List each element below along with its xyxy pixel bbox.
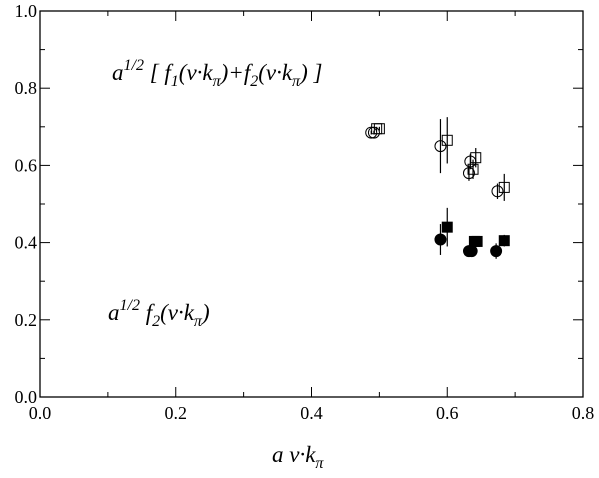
- marker: [491, 185, 504, 198]
- y-tick-label: 0.8: [15, 78, 38, 98]
- annotation: a1/2 [ f1(v·kπ)+f2(v·kπ) ]: [112, 57, 322, 90]
- marker: [434, 233, 447, 246]
- marker: [441, 221, 453, 233]
- marker: [470, 152, 482, 164]
- text-part: ): [200, 300, 210, 325]
- text-part: 2: [250, 73, 258, 90]
- text-part: π: [315, 455, 324, 472]
- marker: [462, 167, 475, 180]
- text-part: a v·k: [272, 442, 316, 467]
- y-tick-label: 0.6: [15, 155, 38, 175]
- x-axis-label: a v·kπ: [272, 442, 324, 472]
- text-part: )+f: [219, 60, 254, 85]
- text-part: (v·k: [179, 60, 214, 85]
- text-part: 1: [171, 73, 179, 90]
- x-tick-label: 0.2: [165, 403, 188, 423]
- text-part: 1/2: [120, 297, 140, 314]
- text-part: 1/2: [124, 57, 144, 74]
- text-part: ) ]: [298, 60, 322, 85]
- y-tick-label: 1.0: [15, 1, 38, 21]
- marker: [467, 163, 479, 175]
- text-part: [ f: [144, 60, 174, 85]
- marker: [471, 235, 483, 247]
- marker: [490, 245, 503, 258]
- x-tick-label: 0.8: [572, 403, 595, 423]
- text-part: a: [112, 60, 124, 85]
- x-tick-label: 0.0: [29, 403, 52, 423]
- text-part: (v·k: [258, 60, 293, 85]
- marker: [465, 245, 478, 258]
- text-part: 2: [152, 313, 160, 330]
- y-tick-label: 0.4: [15, 233, 38, 253]
- text-part: a: [108, 300, 120, 325]
- text-part: f: [140, 300, 156, 325]
- marker: [498, 235, 510, 247]
- x-tick-label: 0.6: [436, 403, 459, 423]
- marker: [441, 134, 453, 146]
- y-tick-label: 0.0: [15, 387, 38, 407]
- text-part: (v·k: [160, 300, 195, 325]
- marker: [434, 140, 447, 153]
- text-part: π: [194, 313, 203, 330]
- marker: [373, 123, 385, 135]
- annotation: a1/2 f2(v·kπ): [108, 297, 210, 330]
- x-tick-label: 0.4: [300, 403, 323, 423]
- text-part: π: [213, 73, 222, 90]
- text-part: π: [292, 73, 301, 90]
- y-tick-label: 0.2: [15, 310, 38, 330]
- marker: [498, 181, 510, 193]
